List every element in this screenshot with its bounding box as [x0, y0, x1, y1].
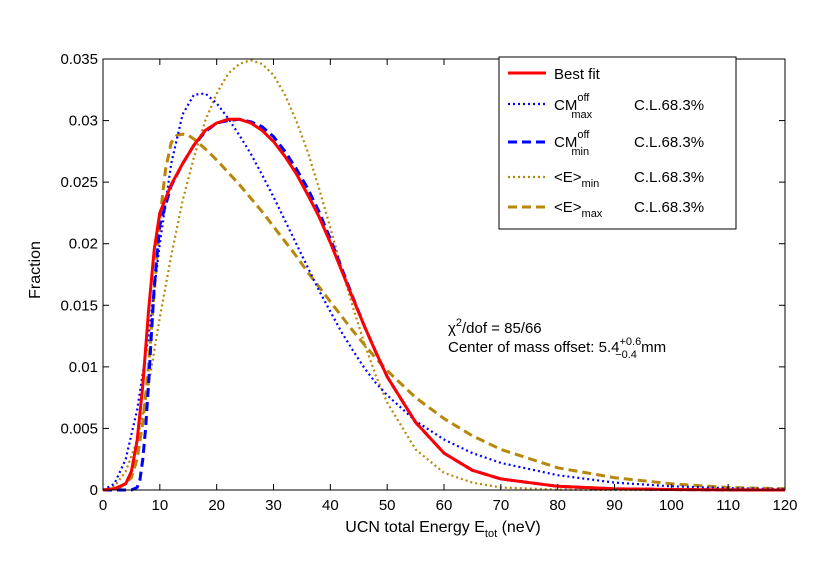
- legend-cl-e-max: C.L.68.3%: [634, 199, 704, 216]
- legend-label-cm-min: CMoff min: [554, 129, 590, 158]
- x-tick-label: 90: [606, 497, 623, 514]
- x-axis-label: UCN total Energy Etot (neV): [345, 519, 540, 540]
- y-tick-label: 0.005: [60, 420, 98, 437]
- legend-cl-cm-max: C.L.68.3%: [634, 97, 704, 114]
- y-tick-label: 0.015: [60, 297, 98, 314]
- x-tick-label: 0: [99, 497, 107, 514]
- series-line-best: [102, 117, 786, 492]
- x-tick-label: 120: [772, 497, 797, 514]
- x-tick-label: 50: [379, 497, 396, 514]
- legend-label-cm-max: CMoff max: [554, 92, 593, 121]
- legend: Best fit CMoff max C.L.68.3% CMoff min C.L…: [498, 56, 737, 230]
- x-tick-label: 20: [208, 497, 225, 514]
- y-tick-label: 0.025: [60, 174, 98, 191]
- y-tick-label: 0.035: [60, 51, 98, 68]
- legend-label-e-max: <E>max: [554, 199, 603, 220]
- legend-label-best-fit: Best fit: [554, 66, 601, 83]
- x-tick-label: 60: [436, 497, 453, 514]
- y-tick-label: 0.03: [69, 113, 98, 130]
- x-tick-label: 10: [151, 497, 168, 514]
- y-tick-label: 0.02: [69, 236, 98, 253]
- series-line-cmmin: [103, 117, 786, 492]
- x-tick-label: 110: [716, 497, 740, 514]
- legend-cl-e-min: C.L.68.3%: [634, 169, 704, 186]
- series-line-cmmax: [102, 92, 786, 491]
- y-axis-label: Fraction: [27, 241, 44, 299]
- y-tick-label: 0: [90, 482, 98, 499]
- x-tick-label: 40: [322, 497, 339, 514]
- y-tick-label: 0.01: [69, 359, 98, 376]
- x-tick-label: 80: [549, 497, 566, 514]
- x-tick-label: 100: [659, 497, 684, 514]
- series-line-emin: [102, 59, 785, 492]
- axis-ticks: 0 10 20 30 40 50 60 70 80 90 100 110 120 0 0.005 0.01 0.…: [60, 51, 797, 514]
- x-tick-label: 30: [265, 497, 282, 514]
- legend-cl-cm-min: C.L.68.3%: [634, 134, 704, 151]
- plot-lines: [102, 59, 786, 492]
- chi-square-annotation: χ2/dof = 85/66: [448, 317, 542, 337]
- center-of-mass-annotation: Center of mass offset: 5.4+0.6 −0.4 mm: [448, 336, 666, 361]
- legend-label-e-min: <E>min: [554, 169, 599, 190]
- x-tick-label: 70: [492, 497, 509, 514]
